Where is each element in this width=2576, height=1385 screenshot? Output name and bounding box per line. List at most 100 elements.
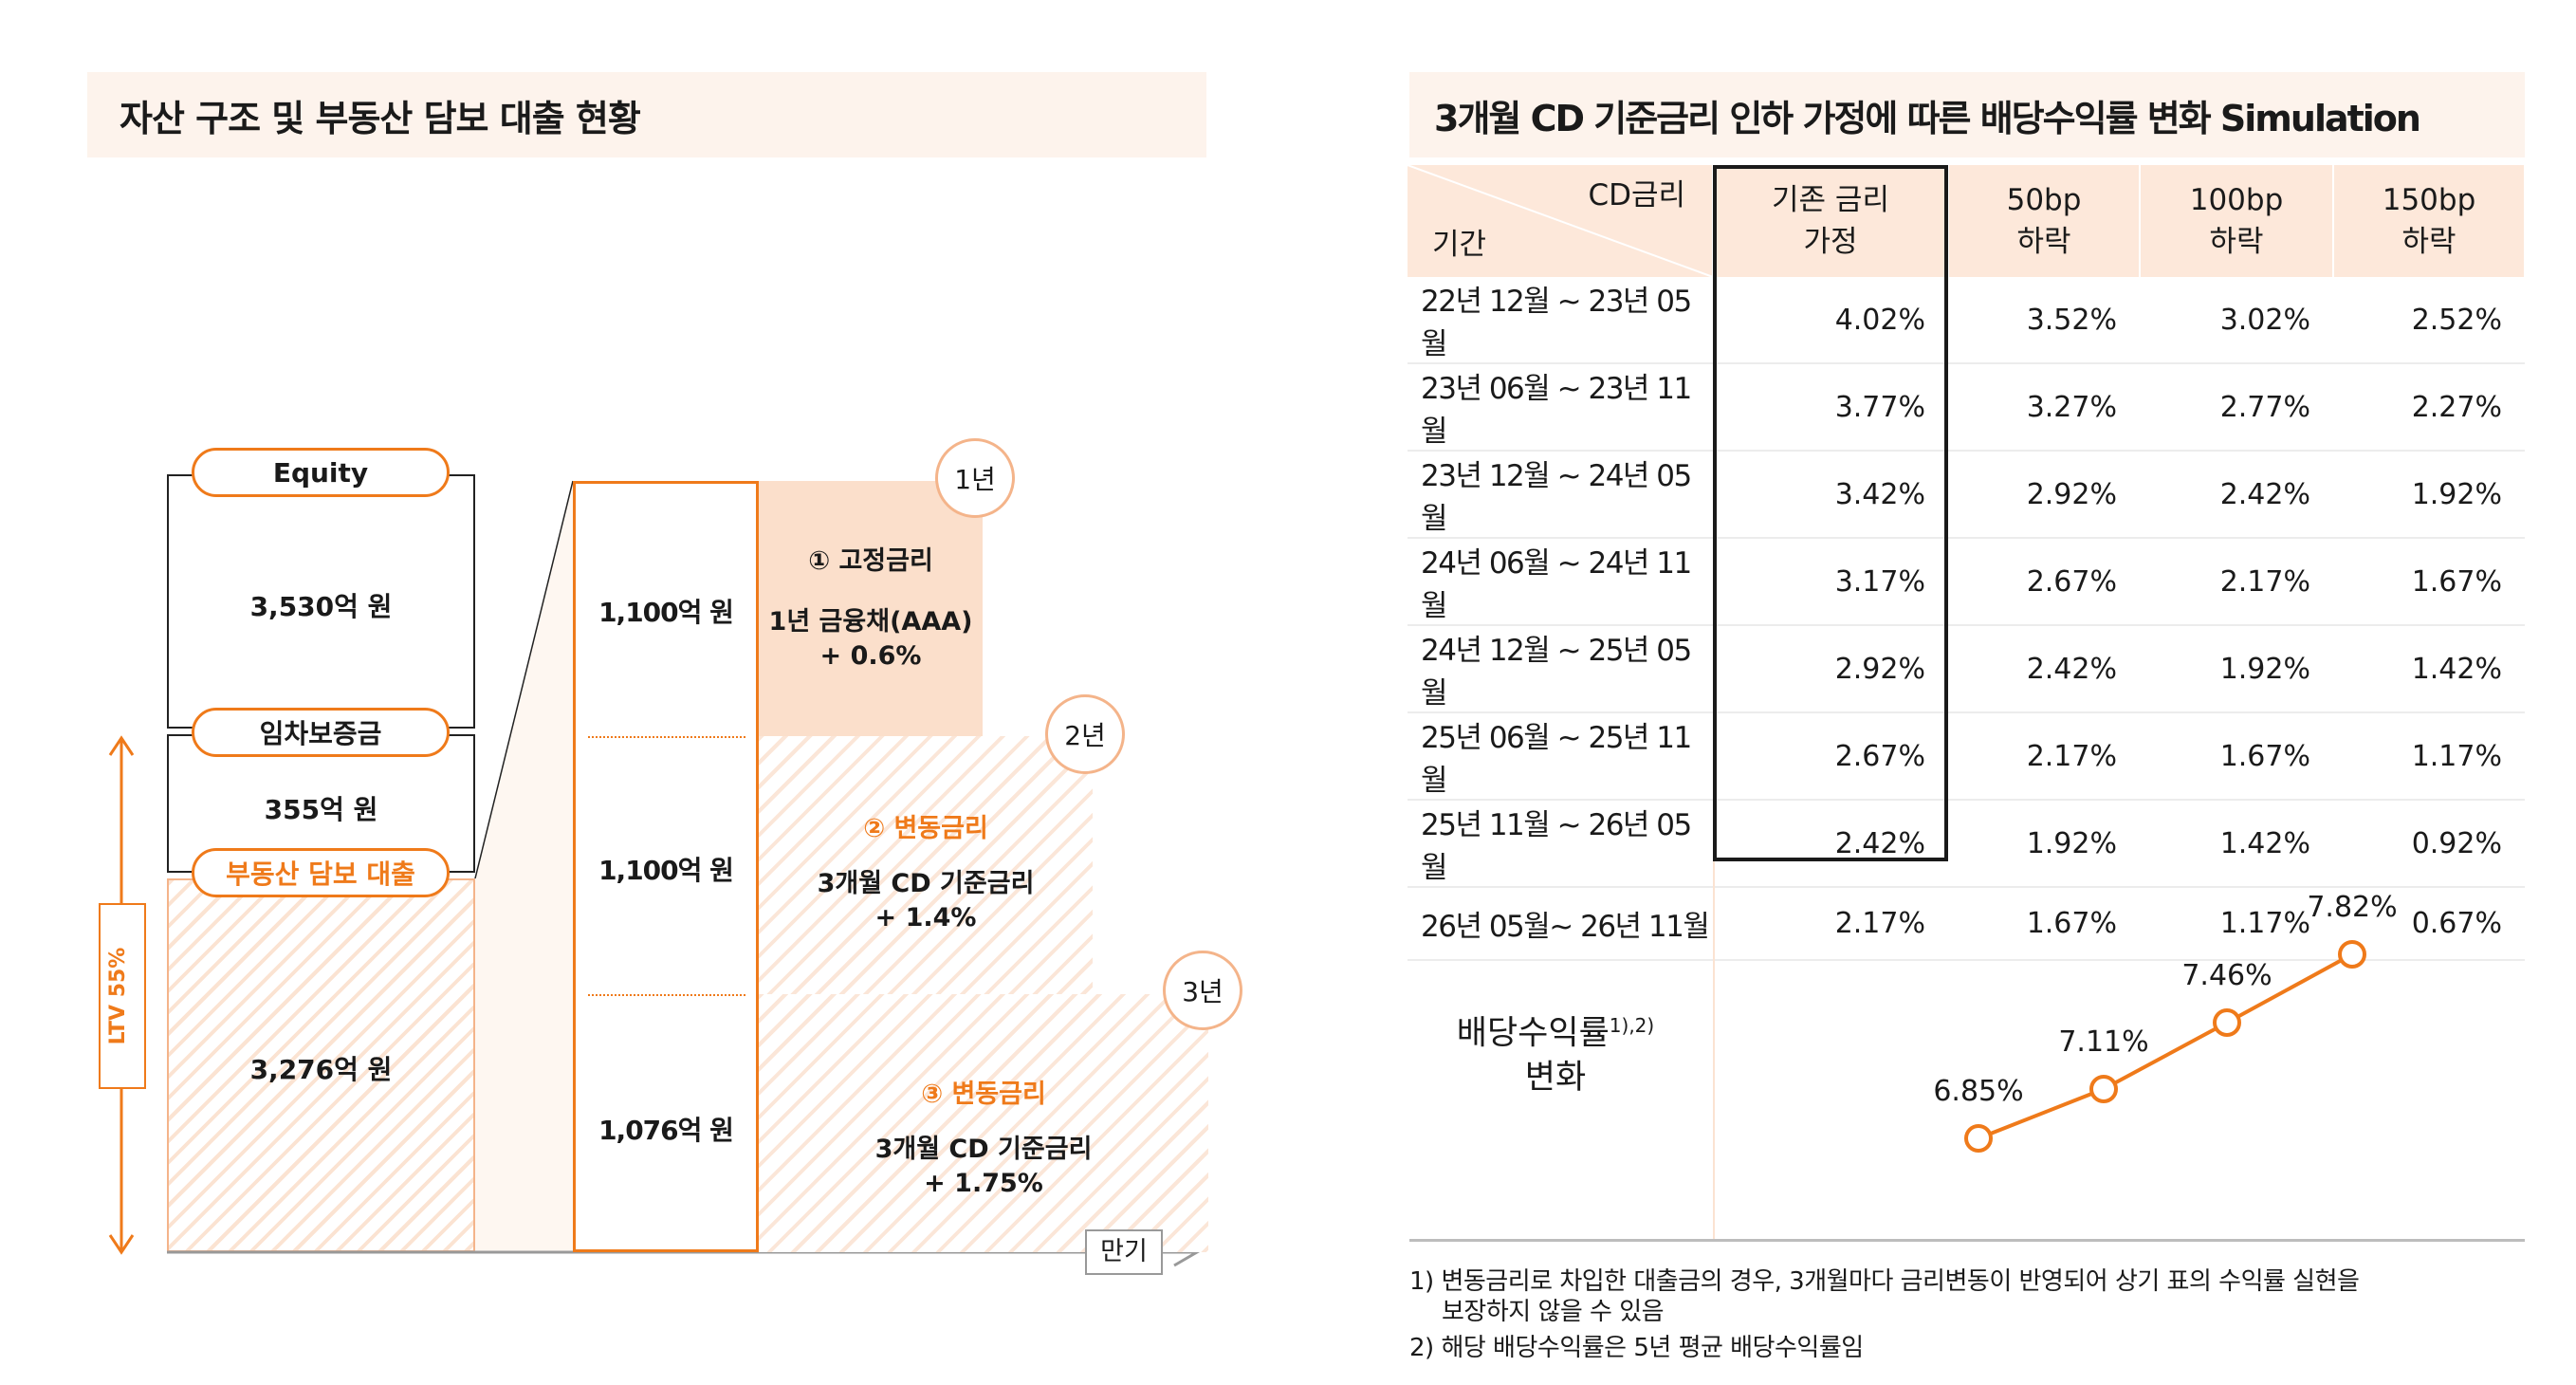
period-cell: 24년 06월 ~ 24년 11월 — [1408, 538, 1713, 626]
table-row: 25년 06월 ~ 25년 11월 2.67% 2.17% 1.67% 1.17% — [1408, 712, 2525, 801]
yield-line-chart: 6.85% 7.11% 7.46% 7.82% — [1933, 891, 2398, 1153]
table-row: 24년 12월 ~ 25년 05월 2.92% 2.42% 1.92% 1.42% — [1408, 625, 2525, 713]
deposit-pill: 임차보증금 — [192, 708, 450, 757]
table-row: 26년 05월~ 26년 11월 2.17% 1.67% 1.17% 0.67% — [1408, 887, 2525, 961]
tranche-3-type: ③ 변동금리 — [921, 1080, 1046, 1109]
tranche-2-rate-line1: 3개월 CD 기준금리 — [817, 869, 1035, 898]
header-150bp: 150bp 하락 — [2333, 165, 2526, 277]
yield-label-line2: 변화 — [1524, 1058, 1587, 1097]
footnote-1-cont: 보장하지 않을 수 있음 — [1442, 1298, 1665, 1326]
equity-pill: Equity — [192, 448, 450, 497]
tranche-1-rate-line1: 1년 금융채(AAA) — [768, 607, 973, 637]
rate-cell: 4.02% — [1713, 277, 1948, 364]
chart-separator — [1713, 861, 1715, 1239]
left-panel-title: 자산 구조 및 부동산 담보 대출 현황 — [87, 72, 1206, 157]
rate-cell: 2.42% — [2140, 451, 2333, 539]
rate-cell: 1.42% — [2333, 625, 2525, 713]
tranche-1-block — [759, 481, 983, 736]
tranche-2-block — [759, 736, 1093, 994]
rate-cell: 2.27% — [2333, 363, 2525, 452]
tranche-2-type: ② 변동금리 — [863, 814, 988, 843]
right-panel-title: 3개월 CD 기준금리 인하 가정에 따른 배당수익률 변화 Simulatio… — [1409, 72, 2525, 157]
rate-cell: 2.67% — [1948, 538, 2140, 626]
tranche-2-amount: 1,100억 원 — [598, 855, 734, 886]
equity-box — [167, 474, 475, 729]
yield-point — [2338, 940, 2366, 969]
period-cell: 26년 05월~ 26년 11월 — [1408, 887, 1713, 961]
yield-data-label: 7.82% — [2307, 891, 2397, 924]
header-100bp: 100bp 하락 — [2140, 165, 2334, 277]
rate-cell: 3.17% — [1713, 538, 1948, 626]
table-row: 23년 06월 ~ 23년 11월 3.77% 3.27% 2.77% 2.27% — [1408, 363, 2525, 452]
footnote-rule — [1409, 1239, 2525, 1242]
rate-cell: 2.92% — [1713, 625, 1948, 713]
footnote-1: 1) 변동금리로 차입한 대출금의 경우, 3개월마다 금리변동이 반영되어 상… — [1409, 1267, 2360, 1296]
yield-label-line1: 배당수익률 — [1456, 1014, 1610, 1053]
loan-box — [167, 878, 475, 1252]
equity-value: 3,530억 원 — [249, 591, 393, 622]
tranche-1-amount: 1,100억 원 — [598, 597, 734, 628]
tranche-2-desc: ② 변동금리 3개월 CD 기준금리 + 1.4% — [759, 812, 1093, 935]
maturity-label: 만기 — [1085, 1229, 1163, 1275]
rate-cell: 2.17% — [1948, 712, 2140, 801]
rate-cell: 3.52% — [1948, 277, 2140, 364]
term-2-badge: 2년 — [1045, 694, 1125, 774]
rate-cell: 1.17% — [2140, 887, 2333, 961]
loan-value: 3,276억 원 — [249, 1054, 393, 1085]
tranche-amount-column — [573, 481, 759, 1252]
rate-simulation-table: CD금리 기간 기존 금리 가정 50bp 하락 100bp 하락 150bp 하락 2… — [1408, 165, 2526, 961]
period-cell: 23년 12월 ~ 24년 05월 — [1408, 451, 1713, 539]
period-cell: 22년 12월 ~ 23년 05월 — [1408, 277, 1713, 364]
yield-data-label: 7.11% — [2058, 1025, 2148, 1059]
period-cell: 25년 06월 ~ 25년 11월 — [1408, 712, 1713, 801]
rate-cell: 1.67% — [2140, 712, 2333, 801]
tranche-1-type: ① 고정금리 — [808, 546, 933, 576]
yield-series-line — [1978, 952, 2353, 1140]
period-cell: 24년 12월 ~ 25년 05월 — [1408, 625, 1713, 713]
corner-top-label: CD금리 — [1588, 178, 1685, 212]
rate-cell: 2.17% — [2140, 538, 2333, 626]
yield-point — [2213, 1008, 2241, 1037]
deposit-value: 355억 원 — [264, 794, 378, 825]
rate-cell: 2.42% — [1948, 625, 2140, 713]
yield-point — [1964, 1124, 1993, 1153]
rate-cell: 2.17% — [1713, 887, 1948, 961]
rate-cell: 1.17% — [2333, 712, 2525, 801]
yield-point — [2089, 1075, 2118, 1103]
tranche-divider-2 — [588, 994, 745, 996]
table-row: 23년 12월 ~ 24년 05월 3.42% 2.92% 2.42% 1.92% — [1408, 451, 2525, 539]
rate-cell: 1.67% — [2333, 538, 2525, 626]
tranche-1-desc: ① 고정금리 1년 금융채(AAA) + 0.6% — [759, 545, 983, 674]
yield-label: 배당수익률1),2) 변화 — [1432, 1004, 1679, 1099]
rate-cell: 2.42% — [1713, 800, 1948, 888]
header-base-rate: 기존 금리 가정 — [1713, 165, 1949, 277]
rate-cell: 1.92% — [1948, 800, 2140, 888]
corner-bottom-label: 기간 — [1432, 228, 1487, 262]
tranche-3-rate-line1: 3개월 CD 기준금리 — [874, 1135, 1093, 1164]
term-1-badge: 1년 — [935, 438, 1015, 518]
tranche-3-rate-line2: + 1.75% — [924, 1169, 1043, 1198]
rate-cell: 2.52% — [2333, 277, 2525, 364]
rate-cell: 3.02% — [2140, 277, 2333, 364]
yield-data-label: 6.85% — [1933, 1075, 2023, 1108]
corner-diagonal — [1408, 165, 1713, 277]
rate-cell: 3.77% — [1713, 363, 1948, 452]
table-header-row: CD금리 기간 기존 금리 가정 50bp 하락 100bp 하락 150bp 하락 — [1408, 165, 2526, 277]
header-50bp: 50bp 하락 — [1948, 165, 2141, 277]
rate-cell: 3.42% — [1713, 451, 1948, 539]
period-cell: 23년 06월 ~ 23년 11월 — [1408, 363, 1713, 452]
rate-cell: 0.92% — [2333, 800, 2525, 888]
rate-cell: 1.67% — [1948, 887, 2140, 961]
yield-data-label: 7.46% — [2181, 959, 2272, 992]
rate-cell: 2.92% — [1948, 451, 2140, 539]
tranche-divider-1 — [588, 736, 745, 738]
period-cell: 25년 11월 ~ 26년 05월 — [1408, 800, 1713, 888]
rate-cell: 1.92% — [2333, 451, 2525, 539]
table-row: 22년 12월 ~ 23년 05월 4.02% 3.52% 3.02% 2.52% — [1408, 277, 2525, 364]
tranche-2-rate-line2: + 1.4% — [874, 903, 977, 933]
rate-cell: 1.92% — [2140, 625, 2333, 713]
table-row: 24년 06월 ~ 24년 11월 3.17% 2.67% 2.17% 1.67% — [1408, 538, 2525, 626]
tranche-3-desc: ③ 변동금리 3개월 CD 기준금리 + 1.75% — [759, 1078, 1208, 1201]
tranche-3-block — [759, 994, 1208, 1252]
term-3-badge: 3년 — [1163, 951, 1242, 1030]
